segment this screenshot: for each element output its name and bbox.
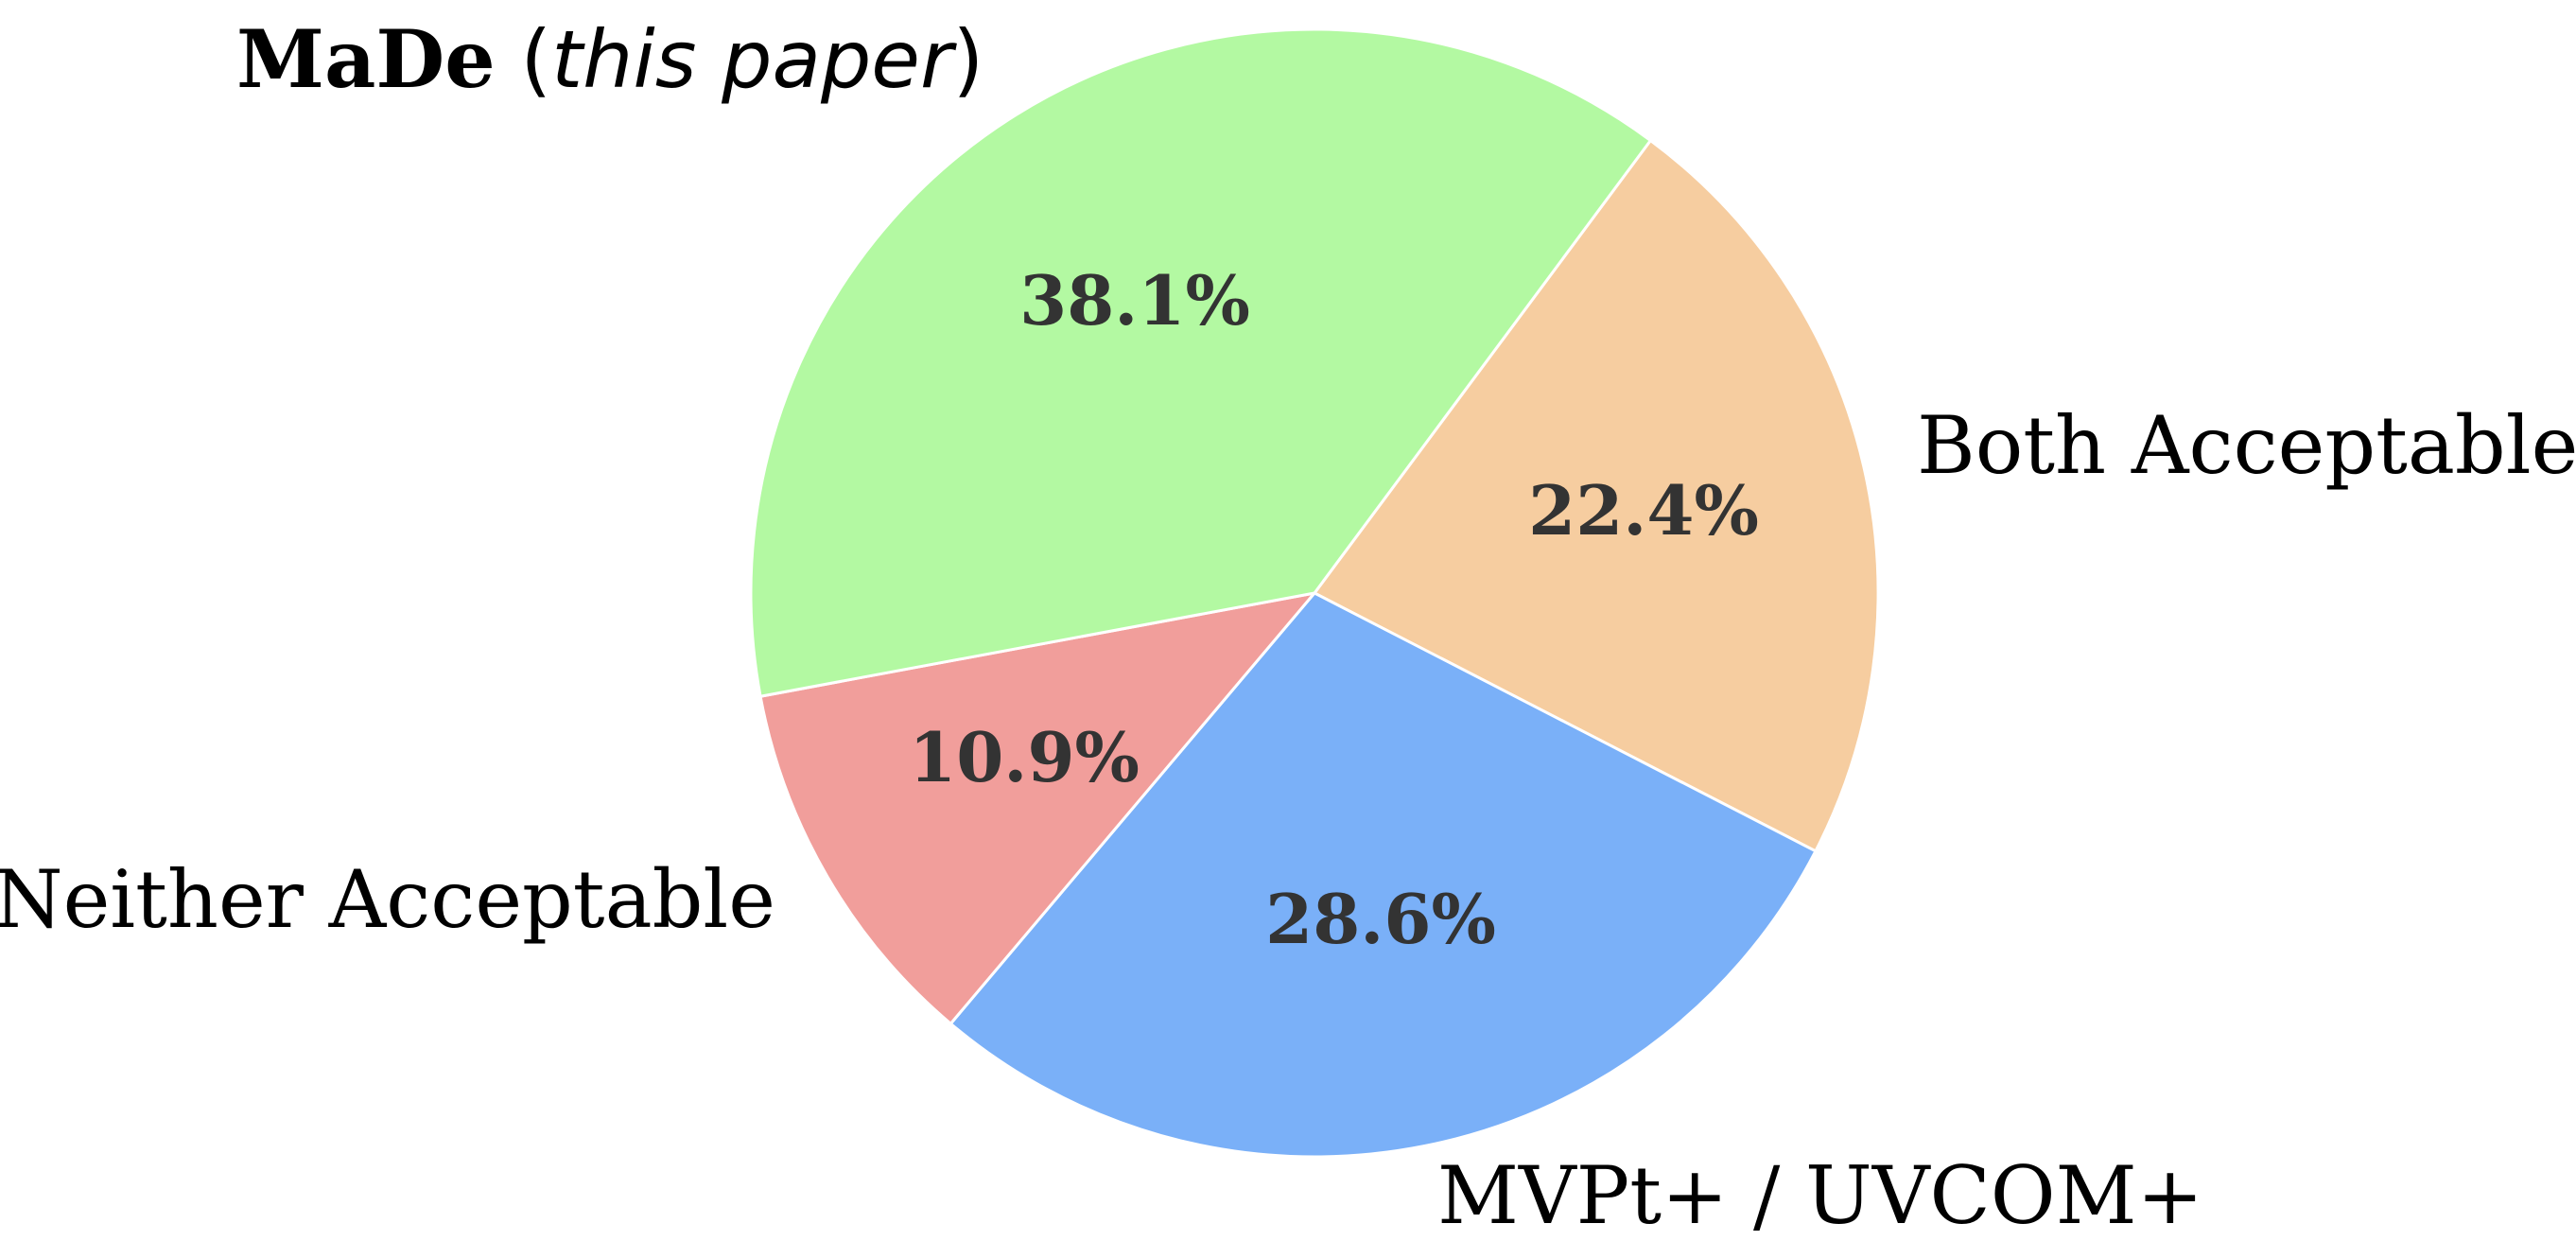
slice-pct-neither-acceptable: 10.9% <box>909 717 1140 797</box>
slices-layer <box>749 27 1880 1159</box>
slice-label-neither-acceptable: Neither Acceptable <box>0 853 775 946</box>
pie-slice-neither-acceptable <box>758 591 1316 1025</box>
made-bold-text: MaDe <box>236 12 496 106</box>
labels-layer: Both Acceptable MVPt+ / UVCOM+ Neither A… <box>0 12 2576 1241</box>
pie-slice-both-acceptable <box>1313 139 1880 853</box>
made-open-paren: ( <box>496 13 551 106</box>
pie-slice-mvpt-uvcom <box>949 591 1818 1159</box>
slice-label-both-acceptable: Both Acceptable <box>1917 399 2576 492</box>
made-italic-text: this paper <box>551 13 957 106</box>
pie-slice-made <box>749 27 1652 698</box>
slice-pct-made: 38.1% <box>1019 260 1250 341</box>
slice-pct-both-acceptable: 22.4% <box>1528 470 1759 551</box>
made-close-paren: ) <box>953 13 984 106</box>
slice-label-made: MaDe (this paper) <box>236 12 983 106</box>
slice-pct-mvpt-uvcom: 28.6% <box>1265 879 1496 959</box>
slice-label-mvpt-uvcom: MVPt+ / UVCOM+ <box>1437 1149 2203 1241</box>
